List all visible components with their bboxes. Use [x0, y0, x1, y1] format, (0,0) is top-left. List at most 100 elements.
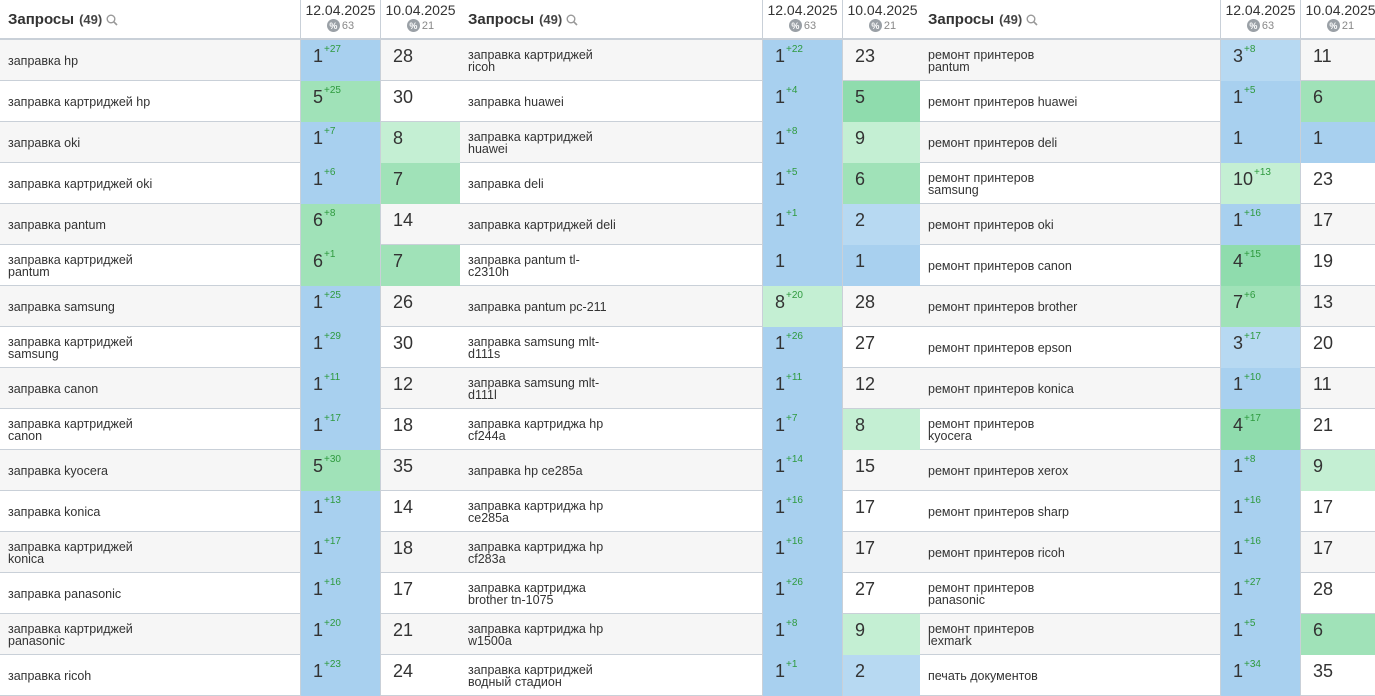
percent-icon[interactable]: % [326, 19, 340, 32]
table-row[interactable]: заправка картриджей водный стадион 1+1 2 [460, 655, 922, 696]
position-value: 1 [313, 169, 324, 189]
date-column-header-1[interactable]: 12.04.2025% 63 [1220, 0, 1300, 38]
table-row[interactable]: заправка samsung mlt-d111l 1+11 12 [460, 368, 922, 409]
table-row[interactable]: ремонт принтеров panasonic 1+27 28 [920, 573, 1375, 614]
table-row[interactable]: заправка картриджей canon 1+17 18 [0, 409, 460, 450]
position-value: 1 [313, 661, 324, 681]
table-row[interactable]: ремонт принтеров samsung 10+13 23 [920, 163, 1375, 204]
table-row[interactable]: заправка ricoh 1+23 24 [0, 655, 460, 696]
table-row[interactable]: ремонт принтеров brother 7+6 13 [920, 286, 1375, 327]
table-row[interactable]: заправка картриджей samsung 1+29 30 [0, 327, 460, 368]
table-row[interactable]: заправка samsung mlt-d111s 1+26 27 [460, 327, 922, 368]
position-change: +27 [1244, 577, 1261, 588]
query-text: заправка ricoh [8, 668, 92, 683]
table-row[interactable]: заправка картриджей hp 5+25 30 [0, 81, 460, 122]
table-row[interactable]: заправка картриджей huawei 1+8 9 [460, 122, 922, 163]
date-column-header-1[interactable]: 12.04.2025% 63 [762, 0, 842, 38]
position-cell-date2: 2 [842, 204, 922, 245]
table-row[interactable]: заправка картриджей pantum 6+1 7 [0, 245, 460, 286]
table-row[interactable]: ремонт принтеров kyocera 4+17 21 [920, 409, 1375, 450]
table-row[interactable]: заправка kyocera 5+30 35 [0, 450, 460, 491]
position-cell-date2: 17 [1300, 204, 1375, 245]
position-value: 24 [393, 661, 414, 681]
position-cell-date2: 2 [842, 655, 922, 696]
table-row[interactable]: заправка картриджа hp cf283a 1+16 17 [460, 532, 922, 573]
position-change: +8 [1244, 44, 1256, 55]
position-value: 1 [313, 538, 324, 558]
table-row[interactable]: ремонт принтеров deli 1 1 [920, 122, 1375, 163]
query-text: ремонт принтеров pantum [928, 47, 1035, 74]
table-row[interactable]: заправка pantum 6+8 14 [0, 204, 460, 245]
position-change: +1 [786, 659, 798, 670]
position-value: 1 [313, 333, 324, 353]
percent-icon[interactable]: % [1326, 19, 1340, 32]
position-cell-date1: 1 [762, 245, 842, 286]
position-change: +10 [1244, 372, 1261, 383]
table-row[interactable]: ремонт принтеров epson 3+17 20 [920, 327, 1375, 368]
table-row[interactable]: ремонт принтеров canon 4+15 19 [920, 245, 1375, 286]
position-value: 6 [313, 210, 324, 230]
search-icon[interactable] [566, 13, 578, 26]
table-row[interactable]: печать документов 1+34 35 [920, 655, 1375, 696]
table-row[interactable]: ремонт принтеров sharp 1+16 17 [920, 491, 1375, 532]
percent-icon[interactable]: % [1246, 19, 1260, 32]
table-row[interactable]: заправка картриджа hp cf244a 1+7 8 [460, 409, 922, 450]
date-column-header-2[interactable]: 10.04.2025% 21 [1300, 0, 1375, 38]
table-row[interactable]: заправка картриджей oki 1+6 7 [0, 163, 460, 204]
table-row[interactable]: ремонт принтеров oki 1+16 17 [920, 204, 1375, 245]
position-cell-date2: 20 [1300, 327, 1375, 368]
table-row[interactable]: заправка canon 1+11 12 [0, 368, 460, 409]
position-change: +1 [324, 249, 336, 260]
position-value: 1 [775, 169, 786, 189]
percent-icon[interactable]: % [406, 19, 420, 32]
date-column-header-2[interactable]: 10.04.2025% 21 [380, 0, 460, 38]
queries-column-header[interactable]: Запросы (49) [920, 0, 1228, 38]
table-row[interactable]: ремонт принтеров lexmark 1+5 6 [920, 614, 1375, 655]
date-column-header-2[interactable]: 10.04.2025% 21 [842, 0, 922, 38]
percent-icon[interactable]: % [868, 19, 882, 32]
table-row[interactable]: заправка pantum tl-c2310h 1 1 [460, 245, 922, 286]
table-row[interactable]: заправка картриджей konica 1+17 18 [0, 532, 460, 573]
position-cell-date1: 1+8 [762, 614, 842, 655]
table-row[interactable]: заправка huawei 1+4 5 [460, 81, 922, 122]
query-text: заправка samsung mlt-d111s [468, 334, 600, 361]
position-change: +23 [324, 659, 341, 670]
table-row[interactable]: ремонт принтеров konica 1+10 11 [920, 368, 1375, 409]
queries-column-header[interactable]: Запросы (49) [460, 0, 770, 38]
position-cell-date2: 27 [842, 327, 922, 368]
position-value: 13 [1313, 292, 1334, 312]
table-row[interactable]: заправка картриджей ricoh 1+22 23 [460, 40, 922, 81]
table-row[interactable]: заправка картриджа brother tn-1075 1+26 27 [460, 573, 922, 614]
position-cell-date1: 1+23 [300, 655, 380, 696]
table-row[interactable]: заправка pantum pc-211 8+20 28 [460, 286, 922, 327]
position-cell-date1: 1+20 [300, 614, 380, 655]
position-change: +16 [1244, 495, 1261, 506]
position-cell-date1: 1+22 [762, 40, 842, 81]
search-icon[interactable] [106, 13, 118, 26]
table-row[interactable]: ремонт принтеров huawei 1+5 6 [920, 81, 1375, 122]
table-row[interactable]: заправка картриджей panasonic 1+20 21 [0, 614, 460, 655]
position-value: 17 [1313, 210, 1334, 230]
date-column-header-1[interactable]: 12.04.2025% 63 [300, 0, 380, 38]
table-row[interactable]: заправка картриджа hp w1500a 1+8 9 [460, 614, 922, 655]
table-row[interactable]: заправка samsung 1+25 26 [0, 286, 460, 327]
table-row[interactable]: ремонт принтеров xerox 1+8 9 [920, 450, 1375, 491]
position-value: 2 [855, 210, 866, 230]
table-row[interactable]: ремонт принтеров ricoh 1+16 17 [920, 532, 1375, 573]
table-row[interactable]: заправка hp ce285a 1+14 15 [460, 450, 922, 491]
table-row[interactable]: заправка картриджей deli 1+1 2 [460, 204, 922, 245]
table-row[interactable]: заправка hp 1+27 28 [0, 40, 460, 81]
position-cell-date2: 9 [1300, 450, 1375, 491]
table-row[interactable]: ремонт принтеров pantum 3+8 11 [920, 40, 1375, 81]
percent-icon[interactable]: % [788, 19, 802, 32]
table-row[interactable]: заправка konica 1+13 14 [0, 491, 460, 532]
table-row[interactable]: заправка deli 1+5 6 [460, 163, 922, 204]
table-row[interactable]: заправка картриджа hp ce285a 1+16 17 [460, 491, 922, 532]
search-icon[interactable] [1026, 13, 1038, 26]
queries-column-header[interactable]: Запросы (49) [0, 0, 308, 38]
position-cell-date1: 1+16 [762, 491, 842, 532]
date-sub: % 21 [1301, 19, 1375, 32]
table-row[interactable]: заправка oki 1+7 8 [0, 122, 460, 163]
table-row[interactable]: заправка panasonic 1+16 17 [0, 573, 460, 614]
position-value: 9 [855, 128, 866, 148]
